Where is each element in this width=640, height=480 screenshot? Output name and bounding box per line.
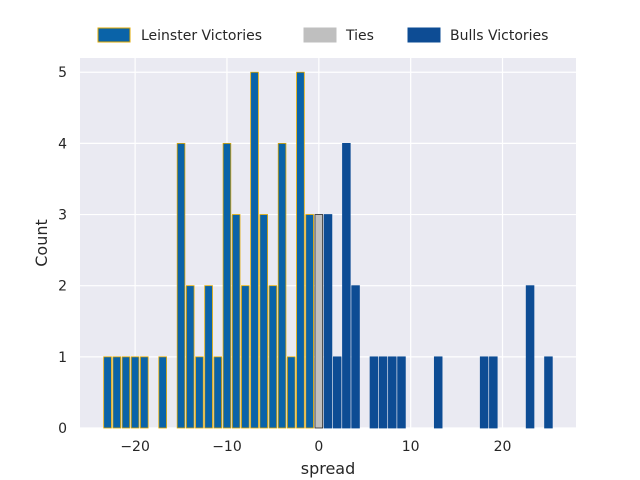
- legend-swatch-bulls: [407, 27, 441, 43]
- x-axis-title: spread: [301, 459, 356, 478]
- x-tick-label: −10: [212, 439, 242, 455]
- legend-label-ties: Ties: [345, 28, 374, 44]
- y-tick-label: 5: [58, 65, 67, 81]
- y-tick-label: 0: [58, 421, 67, 437]
- bar-bulls-victories: [369, 356, 379, 429]
- y-tick-label: 2: [58, 279, 67, 295]
- y-tick-label: 3: [58, 208, 67, 224]
- bar-bulls-victories: [388, 356, 397, 429]
- x-tick-label: 10: [402, 439, 420, 455]
- x-tick-label: −20: [120, 439, 150, 455]
- bar-leinster-victories: [204, 285, 213, 429]
- bar-leinster-victories: [277, 142, 287, 429]
- series-bulls-victories: [323, 142, 553, 429]
- legend: Leinster Victories Ties Bulls Victories: [97, 27, 548, 44]
- bar-bulls-victories: [323, 214, 333, 429]
- x-tick-label: 20: [494, 439, 512, 455]
- bar-bulls-victories: [544, 356, 553, 429]
- bar-leinster-victories: [268, 285, 278, 429]
- bar-leinster-victories: [158, 356, 167, 429]
- x-axis-ticks: −20 −10 0 10 20: [120, 439, 511, 455]
- bar-bulls-victories: [489, 356, 498, 429]
- bar-leinster-victories: [185, 285, 195, 429]
- legend-label-bulls: Bulls Victories: [450, 28, 548, 44]
- legend-item-bulls: Bulls Victories: [407, 27, 548, 44]
- bar-bulls-victories: [397, 356, 406, 429]
- bar-leinster-victories: [250, 71, 259, 429]
- bar-leinster-victories: [287, 356, 296, 429]
- y-axis-ticks: 0 1 2 3 4 5: [58, 65, 67, 437]
- bar-leinster-victories: [176, 142, 186, 429]
- series-leinster-victories: [103, 71, 314, 429]
- x-tick-label: 0: [314, 439, 323, 455]
- series-ties: [314, 214, 324, 429]
- bar-leinster-victories: [305, 214, 314, 429]
- bar-leinster-victories: [140, 356, 149, 429]
- bar-leinster-victories: [296, 71, 305, 429]
- bar-bulls-victories: [433, 356, 443, 429]
- bar-ties: [314, 214, 324, 429]
- bar-leinster-victories: [121, 356, 131, 429]
- bar-bulls-victories: [332, 356, 342, 429]
- y-tick-label: 4: [58, 136, 67, 152]
- bar-leinster-victories: [103, 356, 112, 429]
- bar-bulls-victories: [479, 356, 489, 429]
- bar-leinster-victories: [213, 356, 223, 429]
- legend-item-ties: Ties: [303, 27, 374, 44]
- bars: [103, 71, 553, 429]
- y-tick-label: 1: [58, 350, 67, 366]
- legend-label-leinster: Leinster Victories: [141, 28, 262, 44]
- bar-leinster-victories: [241, 285, 250, 429]
- bar-bulls-victories: [351, 285, 360, 429]
- bar-bulls-victories: [342, 142, 351, 429]
- bar-leinster-victories: [231, 214, 241, 429]
- legend-swatch-ties: [303, 27, 337, 43]
- bar-bulls-victories: [525, 285, 535, 429]
- y-axis-title: Count: [32, 219, 51, 267]
- bar-leinster-victories: [195, 356, 204, 429]
- bar-bulls-victories: [378, 356, 388, 429]
- bar-leinster-victories: [259, 214, 268, 429]
- bar-leinster-victories: [130, 356, 140, 429]
- legend-item-leinster: Leinster Victories: [97, 27, 262, 44]
- bar-leinster-victories: [222, 142, 232, 429]
- legend-swatch-leinster: [97, 27, 131, 43]
- bar-leinster-victories: [112, 356, 121, 429]
